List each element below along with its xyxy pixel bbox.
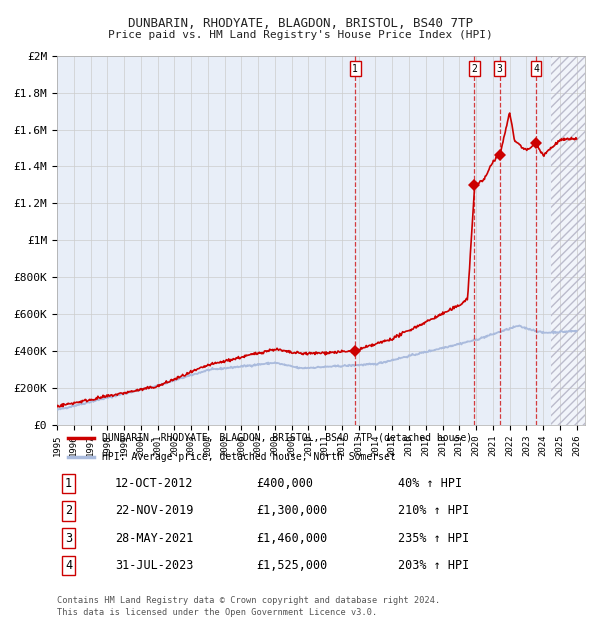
Text: £1,460,000: £1,460,000 — [257, 531, 328, 544]
Text: 4: 4 — [65, 559, 72, 572]
Text: Price paid vs. HM Land Registry's House Price Index (HPI): Price paid vs. HM Land Registry's House … — [107, 30, 493, 40]
Text: 1: 1 — [352, 64, 358, 74]
Text: 2: 2 — [472, 64, 478, 74]
Text: 2: 2 — [65, 504, 72, 517]
Text: 1: 1 — [65, 477, 72, 490]
Text: 3: 3 — [65, 531, 72, 544]
Text: DUNBARIN, RHODYATE, BLAGDON, BRISTOL, BS40 7TP: DUNBARIN, RHODYATE, BLAGDON, BRISTOL, BS… — [128, 17, 473, 30]
Text: DUNBARIN, RHODYATE, BLAGDON, BRISTOL, BS40 7TP (detached house): DUNBARIN, RHODYATE, BLAGDON, BRISTOL, BS… — [101, 433, 472, 443]
Text: 235% ↑ HPI: 235% ↑ HPI — [398, 531, 470, 544]
Text: 31-JUL-2023: 31-JUL-2023 — [115, 559, 193, 572]
Text: £1,300,000: £1,300,000 — [257, 504, 328, 517]
Bar — [551, 56, 585, 425]
Text: 28-MAY-2021: 28-MAY-2021 — [115, 531, 193, 544]
Text: 12-OCT-2012: 12-OCT-2012 — [115, 477, 193, 490]
Text: £1,525,000: £1,525,000 — [257, 559, 328, 572]
Text: 22-NOV-2019: 22-NOV-2019 — [115, 504, 193, 517]
Text: HPI: Average price, detached house, North Somerset: HPI: Average price, detached house, Nort… — [101, 452, 395, 463]
Text: 210% ↑ HPI: 210% ↑ HPI — [398, 504, 470, 517]
Text: Contains HM Land Registry data © Crown copyright and database right 2024.: Contains HM Land Registry data © Crown c… — [57, 596, 440, 606]
Text: 3: 3 — [497, 64, 503, 74]
Text: 40% ↑ HPI: 40% ↑ HPI — [398, 477, 463, 490]
Text: This data is licensed under the Open Government Licence v3.0.: This data is licensed under the Open Gov… — [57, 608, 377, 617]
Text: £400,000: £400,000 — [257, 477, 314, 490]
Text: 4: 4 — [533, 64, 539, 74]
Bar — [551, 56, 585, 425]
Text: 203% ↑ HPI: 203% ↑ HPI — [398, 559, 470, 572]
